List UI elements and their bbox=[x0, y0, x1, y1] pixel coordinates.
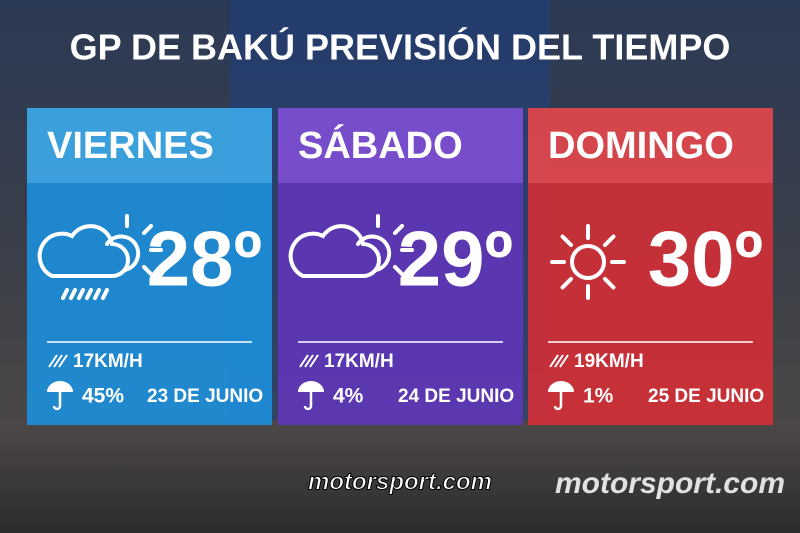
wind-icon bbox=[299, 354, 309, 368]
sun-ray bbox=[602, 276, 616, 290]
day-name: DOMINGO bbox=[548, 125, 734, 167]
umbrella-icon bbox=[298, 381, 324, 392]
weather-icon bbox=[37, 214, 163, 300]
rain-drop bbox=[69, 288, 77, 300]
temperature: 30º bbox=[648, 215, 763, 303]
temperature: 29º bbox=[398, 215, 513, 303]
date: 25 DE JUNIO bbox=[648, 386, 764, 407]
date: 23 DE JUNIO bbox=[147, 386, 263, 407]
rain-chance: 45% bbox=[82, 385, 124, 408]
day-name: SÁBADO bbox=[298, 123, 463, 167]
card-header bbox=[278, 108, 523, 183]
day-card: VIERNES 28º 17KM/H 45% 23 DE JUNIO bbox=[27, 108, 272, 425]
umbrella-handle bbox=[52, 391, 62, 411]
rain-drop bbox=[61, 288, 69, 300]
wind-icon bbox=[309, 354, 319, 368]
logo: motorsport.com bbox=[308, 468, 492, 495]
wind-icon bbox=[559, 354, 569, 368]
sun bbox=[105, 234, 141, 272]
sun-ray bbox=[141, 264, 154, 277]
umbrella-icon bbox=[47, 381, 73, 392]
sun-ray bbox=[392, 223, 405, 236]
card-header bbox=[27, 108, 272, 183]
wind-speed: 17KM/H bbox=[324, 351, 394, 372]
wind-icon bbox=[554, 354, 564, 368]
cloud bbox=[288, 224, 381, 278]
umbrella-handle bbox=[553, 391, 563, 411]
rain-drop bbox=[101, 288, 109, 300]
weather-icon bbox=[550, 224, 626, 300]
rain-drop bbox=[85, 288, 93, 300]
day-card: DOMINGO 30º 19KM/H 1% 25 DE JUNIO bbox=[528, 108, 773, 425]
sun-ray bbox=[560, 234, 574, 248]
day-name: VIERNES bbox=[47, 125, 214, 167]
rain-drop bbox=[93, 288, 101, 300]
umbrella-handle bbox=[303, 391, 313, 411]
rain-chance: 1% bbox=[583, 385, 614, 408]
rain-chance: 4% bbox=[333, 385, 364, 408]
sun bbox=[570, 244, 606, 280]
wind-icon bbox=[549, 354, 559, 368]
title: GP DE BAKÚ PREVISIÓN DEL TIEMPO bbox=[70, 26, 731, 68]
wind-icon bbox=[53, 354, 63, 368]
logo-watermark: motorsport.com bbox=[555, 467, 785, 500]
sun-ray bbox=[560, 276, 574, 290]
wind-speed: 19KM/H bbox=[574, 351, 644, 372]
sun-ray bbox=[392, 264, 405, 277]
rain-drop bbox=[77, 288, 85, 300]
sun bbox=[356, 234, 392, 272]
wind-speed: 17KM/H bbox=[73, 351, 143, 372]
date: 24 DE JUNIO bbox=[398, 386, 514, 407]
sun-ray bbox=[602, 234, 616, 248]
wind-icon bbox=[48, 354, 58, 368]
temperature: 28º bbox=[147, 215, 262, 303]
card-header bbox=[528, 108, 773, 183]
sun-ray bbox=[141, 223, 154, 236]
weather-icon bbox=[288, 214, 414, 278]
day-card: SÁBADO 29º 17KM/H 4% 24 DE JUNIO bbox=[278, 108, 523, 425]
umbrella-icon bbox=[548, 381, 574, 392]
wind-icon bbox=[304, 354, 314, 368]
cloud bbox=[37, 224, 130, 278]
wind-icon bbox=[58, 354, 68, 368]
